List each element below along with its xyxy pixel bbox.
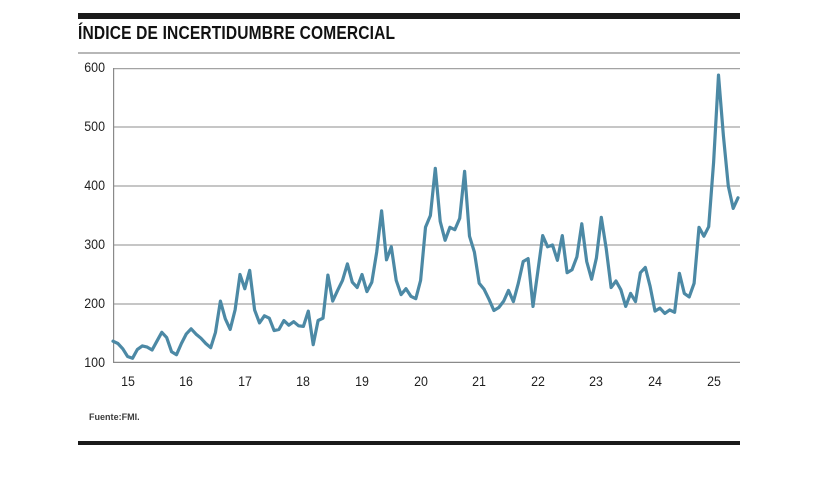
y-tick-label-400: 400 (84, 178, 105, 193)
x-tick-label-24: 24 (648, 374, 662, 389)
y-tick-label-500: 500 (84, 119, 105, 134)
title-divider (78, 52, 740, 54)
chart-title: ÍNDICE DE INCERTIDUMBRE COMERCIAL (78, 22, 396, 43)
x-tick-label-17: 17 (237, 374, 252, 389)
plot-area (111, 68, 740, 363)
line-chart (111, 68, 740, 363)
x-tick-label-16: 16 (179, 374, 194, 389)
top-rule (78, 13, 740, 19)
x-tick-label-21: 21 (472, 374, 487, 389)
x-tick-label-20: 20 (413, 374, 428, 389)
x-tick-label-18: 18 (296, 374, 311, 389)
x-tick-label-19: 19 (355, 374, 369, 389)
x-tick-label-23: 23 (589, 374, 604, 389)
y-tick-label-600: 600 (84, 60, 105, 75)
x-tick-label-25: 25 (706, 374, 721, 389)
y-tick-label-300: 300 (84, 237, 105, 252)
bottom-rule (78, 441, 740, 445)
x-tick-label-22: 22 (530, 374, 545, 389)
source-note: Fuente:FMI. (89, 412, 140, 423)
y-tick-label-200: 200 (84, 296, 105, 311)
y-tick-label-100: 100 (84, 355, 105, 370)
uncertainty-index-line (111, 73, 740, 360)
x-tick-label-15: 15 (120, 374, 135, 389)
